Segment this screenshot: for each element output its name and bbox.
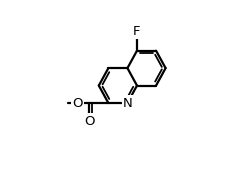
Text: F: F bbox=[133, 25, 141, 38]
Text: O: O bbox=[72, 96, 83, 110]
Text: N: N bbox=[122, 96, 132, 110]
Text: O: O bbox=[84, 115, 94, 127]
